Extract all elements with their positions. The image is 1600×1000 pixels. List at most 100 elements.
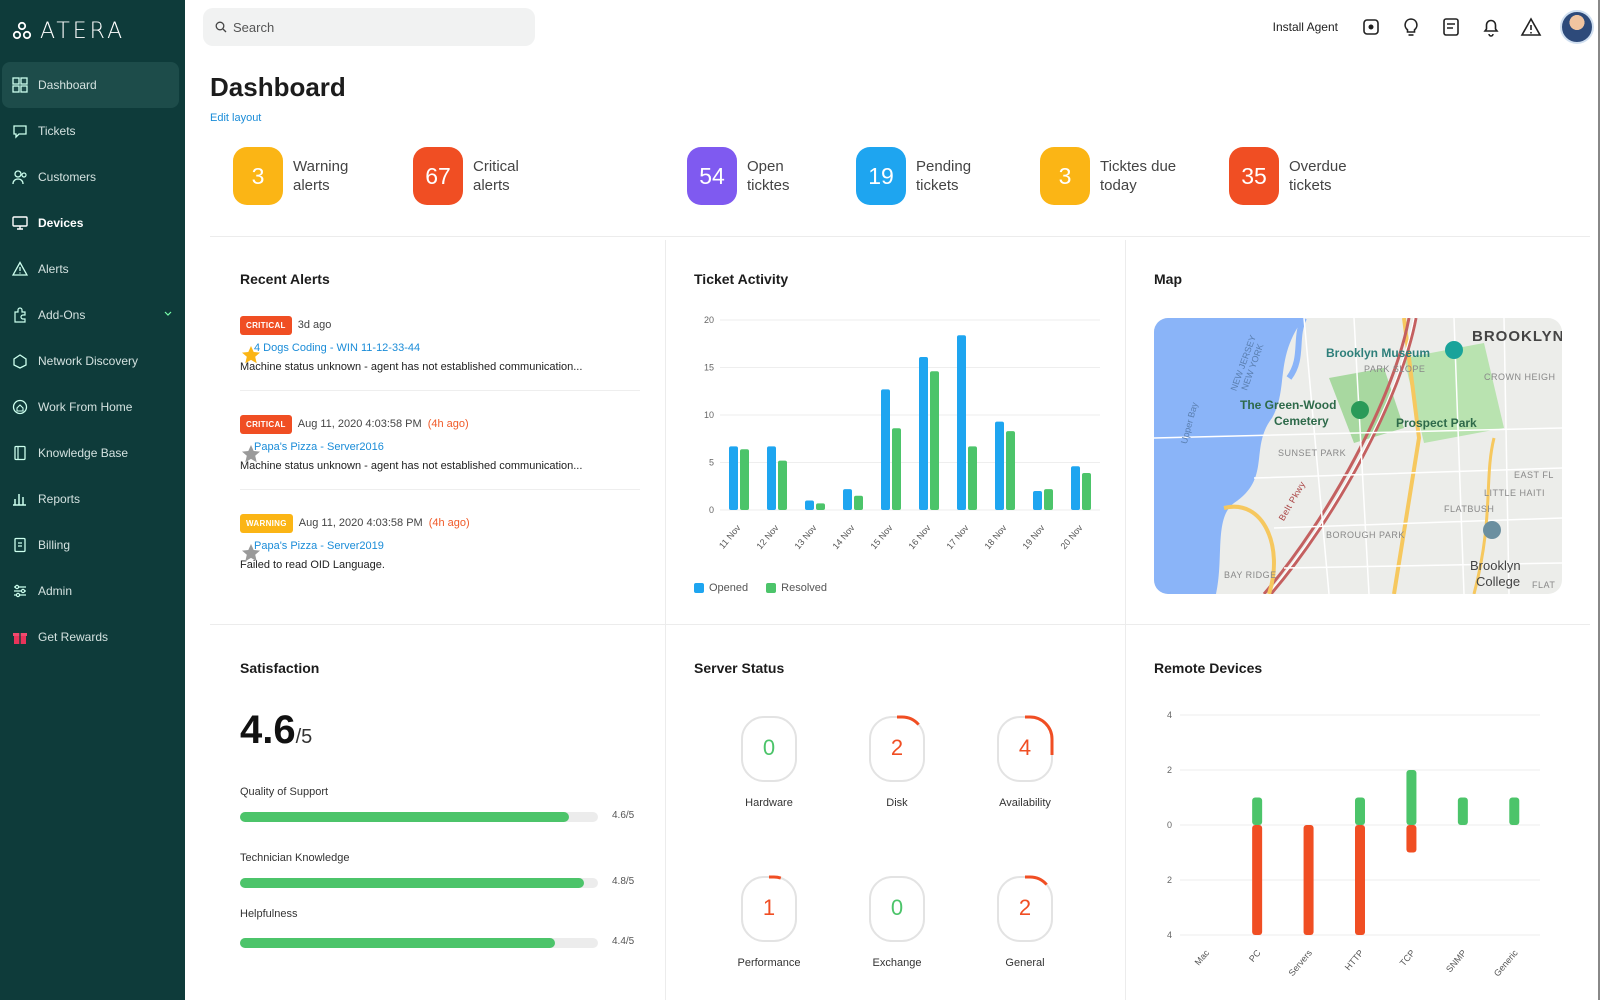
lightbulb-icon[interactable] (1400, 16, 1422, 38)
server-status-exchange[interactable]: 0 Exchange (842, 875, 952, 969)
top-bar: Install Agent (185, 0, 1600, 52)
bar-resolved[interactable] (854, 495, 863, 510)
legend-item-opened[interactable]: Opened (694, 582, 748, 594)
stat-badge: 19 (856, 147, 906, 205)
search-box[interactable] (203, 8, 535, 46)
warning-icon[interactable] (1520, 16, 1542, 38)
star-filled-icon[interactable] (240, 344, 262, 366)
sidebar-item-get-rewards[interactable]: Get Rewards (0, 614, 185, 660)
alert-item[interactable]: WARNING Aug 11, 2020 4:03:58 PM (4h ago)… (240, 512, 640, 574)
bar-positive[interactable] (1457, 797, 1468, 826)
bar-negative[interactable] (1355, 825, 1365, 935)
bar-opened[interactable] (805, 500, 814, 511)
sidebar-item-customers[interactable]: Customers (0, 154, 185, 200)
remote-devices-chart: 4 2 0 2 4 Mac PC Servers HTTP TCP SNMP Generic (1167, 710, 1540, 978)
x-tick-label: TCP (1398, 948, 1417, 968)
avatar[interactable] (1560, 10, 1594, 44)
map-widget[interactable]: BROOKLYN Brooklyn Museum PARK SLOPE CROW… (1154, 318, 1562, 594)
logo[interactable]: ATERA (0, 0, 185, 62)
edit-layout-link[interactable]: Edit layout (210, 112, 262, 124)
bar-resolved[interactable] (816, 503, 825, 510)
install-agent-link[interactable]: Install Agent (1272, 20, 1338, 34)
bar-positive[interactable] (1509, 797, 1520, 826)
sidebar-item-alerts[interactable]: Alerts (0, 246, 185, 292)
bar-positive[interactable] (1355, 797, 1365, 826)
status-ring-graphic (869, 876, 925, 942)
stat-label: Pending tickets (916, 158, 972, 194)
bar-resolved[interactable] (1006, 431, 1015, 510)
bar-resolved[interactable] (778, 460, 787, 510)
home-icon (12, 399, 28, 415)
x-tick-label: Servers (1287, 947, 1315, 978)
agent-icon[interactable] (1360, 16, 1382, 38)
sidebar-item-work-from-home[interactable]: Work From Home (0, 384, 185, 430)
bar-negative[interactable] (1406, 825, 1417, 853)
stat-warning-alerts[interactable]: 3 Warning alerts (233, 147, 385, 205)
bar-opened[interactable] (919, 357, 928, 510)
alert-device-link[interactable]: Papa's Pizza - Server2019 (254, 540, 384, 552)
bar-positive[interactable] (1406, 770, 1417, 825)
satisfaction-label: Quality of Support (240, 786, 329, 798)
server-status-hardware[interactable]: 0 Hardware (714, 715, 824, 809)
bell-icon[interactable] (1480, 16, 1502, 38)
stat-critical-alerts[interactable]: 67 Critical alerts (413, 147, 565, 205)
bar-resolved[interactable] (930, 371, 939, 510)
stat-pending-tickets[interactable]: 19 Pending tickets (856, 147, 1008, 205)
search-input[interactable] (233, 19, 513, 35)
stat-overdue-tickets[interactable]: 35 Overdue tickets (1229, 147, 1381, 205)
bar-opened[interactable] (957, 335, 966, 510)
satisfaction-label: Technician Knowledge (240, 852, 350, 864)
status-ring: 0 (868, 875, 926, 943)
chevron-down-icon[interactable] (163, 308, 173, 318)
server-status-disk[interactable]: 2 Disk (842, 715, 952, 809)
server-status-general[interactable]: 2 General (970, 875, 1080, 969)
sidebar-item-devices[interactable]: Devices (0, 200, 185, 246)
bar-opened[interactable] (843, 489, 852, 510)
bar-opened[interactable] (729, 446, 738, 510)
alert-device-link[interactable]: 4 Dogs Coding - WIN 11-12-33-44 (254, 342, 421, 354)
stat-open-tickets[interactable]: 54 Open ticktes (687, 147, 839, 205)
bar-opened[interactable] (1033, 491, 1042, 510)
alert-device-link[interactable]: Papa's Pizza - Server2016 (254, 441, 384, 453)
sidebar-item-tickets[interactable]: Tickets (0, 108, 185, 154)
server-status-availability[interactable]: 4 Availability (970, 715, 1080, 809)
bar-opened[interactable] (767, 446, 776, 510)
sidebar-item-add-ons[interactable]: Add-Ons (0, 292, 185, 338)
map-label: Brooklyn (1470, 558, 1521, 573)
sidebar-item-label: Work From Home (38, 400, 133, 414)
map-label: The Green-Wood (1240, 398, 1337, 412)
legend-item-resolved[interactable]: Resolved (766, 582, 827, 594)
alert-ago: (4h ago) (427, 418, 469, 430)
bar-opened[interactable] (995, 421, 1004, 510)
bar-opened[interactable] (1071, 466, 1080, 510)
divider (665, 240, 666, 1000)
critical-badge: CRITICAL (240, 414, 292, 434)
bar-opened[interactable] (881, 389, 890, 510)
stat-tickets-due-today[interactable]: 3 Ticktes due today (1040, 147, 1192, 205)
bar-resolved[interactable] (968, 446, 977, 510)
star-outline-icon[interactable] (240, 542, 262, 564)
sidebar-item-dashboard[interactable]: Dashboard (2, 62, 179, 108)
server-status-performance[interactable]: 1 Performance (714, 875, 824, 969)
x-tick-label: 14 Nov (831, 522, 857, 551)
sidebar-item-billing[interactable]: Billing (0, 522, 185, 568)
bar-resolved[interactable] (892, 428, 901, 510)
alert-item[interactable]: CRITICAL Aug 11, 2020 4:03:58 PM (4h ago… (240, 413, 640, 490)
notes-icon[interactable] (1440, 16, 1462, 38)
bar-resolved[interactable] (740, 449, 749, 510)
sidebar-item-admin[interactable]: Admin (0, 568, 185, 614)
status-ring-graphic (996, 875, 1054, 943)
bar-negative[interactable] (1252, 825, 1263, 935)
sidebar-item-knowledge-base[interactable]: Knowledge Base (0, 430, 185, 476)
star-outline-icon[interactable] (240, 443, 262, 465)
bar-resolved[interactable] (1082, 472, 1091, 510)
status-count: 0 (890, 895, 904, 920)
map-label: EAST FL (1514, 470, 1554, 480)
progress-track (240, 878, 598, 888)
bar-resolved[interactable] (1044, 489, 1053, 510)
alert-item[interactable]: CRITICAL 3d ago 4 Dogs Coding - WIN 11-1… (240, 314, 640, 391)
bar-negative[interactable] (1303, 825, 1314, 935)
bar-positive[interactable] (1252, 797, 1263, 826)
sidebar-item-network-discovery[interactable]: Network Discovery (0, 338, 185, 384)
sidebar-item-reports[interactable]: Reports (0, 476, 185, 522)
